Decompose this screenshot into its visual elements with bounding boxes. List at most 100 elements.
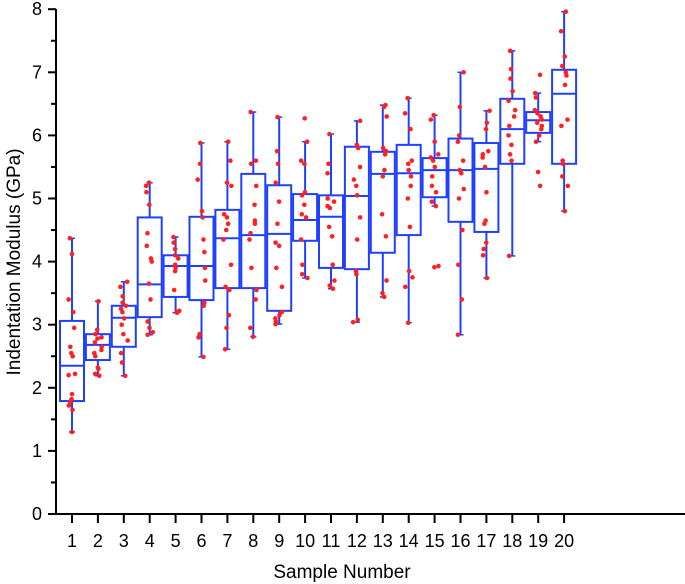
data-point bbox=[252, 202, 257, 208]
data-point bbox=[120, 294, 125, 299]
points-sample-3 bbox=[118, 279, 130, 379]
x-axis-title: Sample Number bbox=[273, 562, 411, 583]
y-tick-label: 3 bbox=[32, 315, 42, 335]
data-point bbox=[223, 284, 228, 290]
data-point bbox=[226, 287, 232, 293]
data-point bbox=[354, 193, 360, 198]
data-point bbox=[536, 133, 542, 138]
box-sample-13 bbox=[369, 104, 396, 298]
points-sample-2 bbox=[92, 299, 104, 379]
data-point bbox=[146, 281, 152, 286]
data-point bbox=[299, 271, 305, 277]
data-point bbox=[305, 275, 310, 281]
data-point bbox=[357, 118, 363, 124]
data-point bbox=[460, 158, 466, 163]
data-point bbox=[535, 169, 541, 175]
points-sample-17 bbox=[480, 108, 492, 281]
box-sample-17 bbox=[473, 110, 500, 279]
data-point bbox=[538, 114, 543, 119]
data-point bbox=[99, 344, 104, 350]
x-tick-label: 15 bbox=[425, 531, 445, 551]
data-point bbox=[456, 196, 462, 201]
data-point bbox=[486, 148, 491, 154]
points-sample-6 bbox=[195, 140, 208, 360]
data-point bbox=[506, 133, 511, 138]
data-point bbox=[150, 329, 156, 335]
data-point bbox=[172, 252, 178, 258]
data-point bbox=[66, 403, 72, 408]
data-point bbox=[69, 429, 75, 435]
data-point bbox=[329, 234, 335, 239]
y-tick-label: 8 bbox=[32, 0, 42, 19]
x-tick-label: 17 bbox=[476, 531, 496, 551]
data-point bbox=[326, 224, 332, 230]
points-sample-18 bbox=[506, 48, 518, 259]
data-point bbox=[148, 297, 153, 302]
data-point bbox=[457, 167, 462, 173]
points-sample-7 bbox=[221, 139, 234, 352]
data-point bbox=[560, 63, 565, 69]
data-point bbox=[197, 161, 203, 167]
data-point bbox=[120, 300, 125, 305]
data-point bbox=[480, 152, 486, 157]
iqr-box bbox=[473, 141, 500, 233]
data-point bbox=[355, 317, 361, 322]
data-point bbox=[119, 360, 125, 365]
data-point bbox=[431, 112, 437, 118]
data-point bbox=[507, 152, 513, 157]
data-point bbox=[506, 98, 511, 103]
iqr-box bbox=[447, 137, 474, 223]
data-point bbox=[537, 72, 543, 78]
data-point bbox=[433, 203, 439, 209]
data-point bbox=[273, 240, 278, 245]
x-tick-label: 9 bbox=[274, 531, 284, 551]
data-point bbox=[277, 312, 282, 318]
y-tick-label: 2 bbox=[32, 378, 42, 398]
x-tick-label: 2 bbox=[93, 531, 103, 551]
data-point bbox=[121, 331, 126, 337]
data-point bbox=[436, 263, 441, 269]
data-point bbox=[408, 174, 414, 179]
iqr-box bbox=[136, 216, 163, 319]
data-point bbox=[146, 180, 152, 186]
data-point bbox=[562, 54, 568, 59]
x-tick-label: 20 bbox=[554, 531, 574, 551]
data-point bbox=[225, 221, 231, 227]
data-point bbox=[380, 290, 385, 296]
data-point bbox=[95, 336, 100, 341]
data-point bbox=[253, 183, 259, 189]
data-point bbox=[67, 235, 73, 241]
data-point bbox=[405, 320, 411, 326]
data-point bbox=[171, 287, 177, 293]
data-point bbox=[559, 123, 564, 129]
box-sample-7 bbox=[214, 140, 241, 351]
data-point bbox=[221, 211, 227, 217]
data-point bbox=[198, 140, 203, 146]
data-point bbox=[354, 237, 360, 242]
data-point bbox=[247, 237, 252, 242]
iqr-box bbox=[499, 97, 526, 165]
x-tick-label: 4 bbox=[145, 531, 155, 551]
data-point bbox=[456, 133, 462, 138]
data-point bbox=[405, 161, 411, 167]
data-point bbox=[172, 246, 178, 252]
data-point bbox=[354, 142, 360, 148]
data-point bbox=[275, 114, 280, 120]
data-point bbox=[276, 243, 282, 249]
data-point bbox=[506, 253, 512, 259]
data-point bbox=[298, 237, 304, 242]
data-point bbox=[357, 164, 363, 170]
iqr-box bbox=[59, 319, 85, 403]
x-tick-label: 10 bbox=[295, 531, 315, 551]
data-point bbox=[69, 396, 74, 402]
box-sample-18 bbox=[499, 50, 526, 257]
data-point bbox=[482, 164, 488, 170]
iqr-box bbox=[421, 157, 448, 199]
data-point bbox=[429, 199, 435, 204]
data-point bbox=[94, 327, 100, 333]
data-point bbox=[279, 309, 285, 315]
x-tick-label: 6 bbox=[196, 531, 206, 551]
data-point bbox=[508, 76, 513, 81]
data-point bbox=[330, 262, 336, 268]
